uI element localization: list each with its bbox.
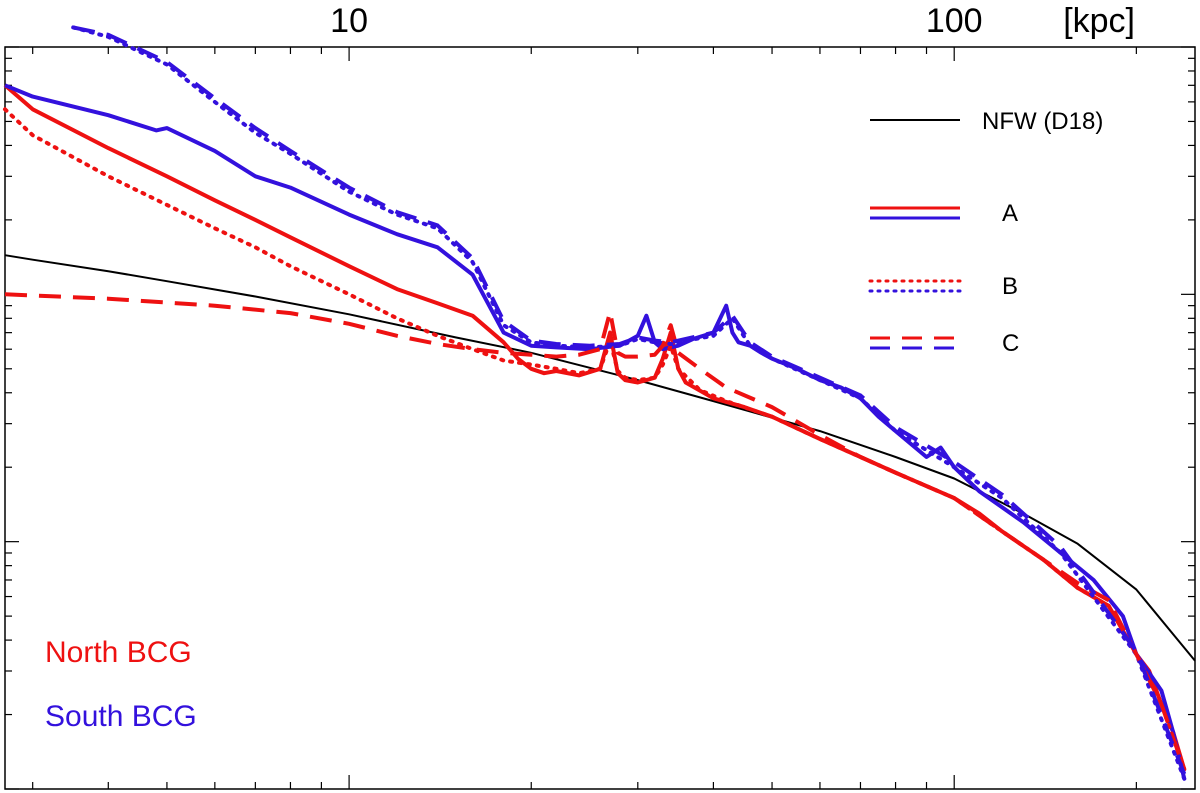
series-line-nfw: [4, 254, 1196, 662]
data-series: [3, 25, 1196, 781]
bcg-annotation: South BCG: [45, 700, 197, 733]
legend-label: C: [1002, 330, 1019, 357]
legend: NFW (D18) A B C: [868, 108, 1103, 357]
series-line-south-b: [71, 25, 1187, 781]
legend-label: B: [1002, 273, 1018, 300]
legend-label: NFW (D18): [982, 108, 1103, 135]
x-tick-label: 100: [926, 2, 983, 40]
series-line-south-c: [72, 25, 1187, 775]
axis-ticks: [5, 46, 1195, 790]
series-line-south-a: [4, 83, 1187, 780]
x-tick-labels: 10 100: [330, 2, 982, 40]
bcg-annotations: North BCG South BCG: [45, 636, 197, 733]
bcg-annotation: North BCG: [45, 636, 192, 669]
plot-frame: [4, 46, 1196, 790]
x-unit-label: [kpc]: [1063, 2, 1135, 40]
series-line-north-b: [3, 107, 1187, 772]
x-tick-label: 10: [330, 2, 368, 40]
legend-label: A: [1002, 200, 1018, 227]
series-line-north-c: [4, 292, 1187, 771]
axes: 10 100 [kpc]: [4, 2, 1196, 790]
